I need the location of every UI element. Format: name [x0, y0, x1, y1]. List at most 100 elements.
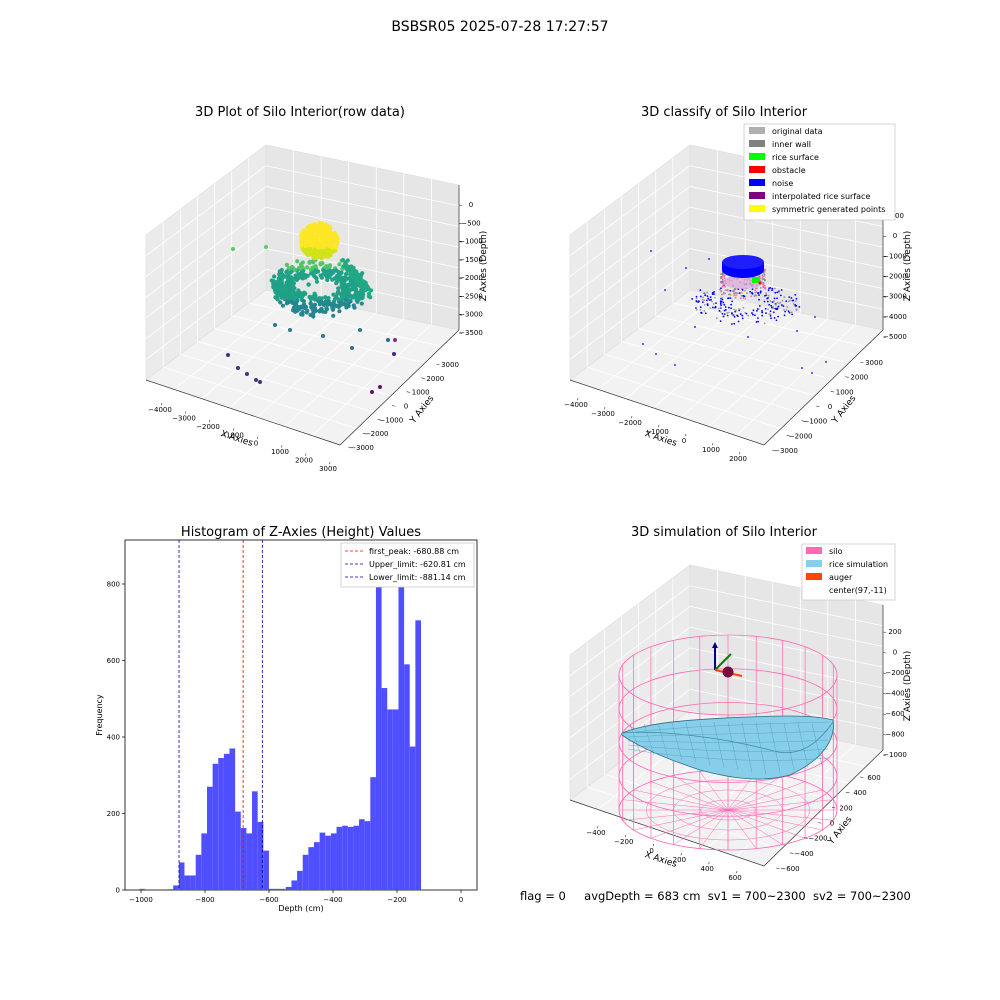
- histogram-bar: [364, 821, 371, 890]
- raw-point: [296, 272, 301, 277]
- status-avg-depth: avgDepth = 683 cm: [584, 889, 701, 903]
- sim-ytick-label: 200: [839, 804, 852, 812]
- sim-xtick-label: 400: [701, 865, 714, 873]
- grid-line: [689, 668, 884, 709]
- auger-y-arrow: [714, 653, 732, 671]
- rice-mesh-line: [685, 722, 697, 763]
- noise-point: [752, 309, 755, 312]
- raw-xtick-tick: [161, 402, 163, 406]
- legend-label: rice surface: [772, 153, 819, 162]
- noise-point: [801, 367, 803, 369]
- raw-point: [299, 294, 305, 300]
- noise-point: [784, 310, 787, 313]
- raw-ztick-tick: [458, 277, 463, 279]
- noise-point: [774, 291, 777, 294]
- raw-point: [337, 262, 342, 267]
- raw-point: [291, 276, 297, 282]
- legend-label: auger: [829, 573, 853, 582]
- x-axis-line: [145, 379, 341, 446]
- rice-mesh-line: [657, 723, 669, 758]
- legend-swatch: [806, 547, 822, 554]
- status-sv2: sv2 = 700~2300: [812, 889, 911, 903]
- noise-point: [729, 293, 732, 296]
- histogram-bar: [218, 758, 224, 890]
- raw-dome-point: [333, 245, 339, 250]
- sim-xtick-tick: [625, 834, 627, 838]
- raw-outlier: [258, 380, 262, 384]
- raw-dome-point: [315, 251, 320, 256]
- noise-point: [774, 307, 777, 310]
- cls-ztick-tick: [882, 256, 887, 258]
- grid-line: [163, 366, 358, 429]
- noise-point: [733, 315, 736, 318]
- noise-point: [722, 301, 725, 304]
- auger-center: [722, 666, 734, 678]
- rice-mesh-line: [627, 730, 829, 738]
- histogram-bar: [347, 826, 354, 890]
- histogram-bar: [246, 833, 253, 890]
- sim-ytick-label: 400: [853, 789, 866, 797]
- cls-xtick-label: 0: [682, 437, 686, 445]
- rice-surface-patch: [752, 277, 760, 283]
- histogram-bar: [359, 819, 365, 890]
- simulation-x-label: X Axies: [643, 850, 678, 870]
- sim-ztick-tick: [882, 713, 887, 715]
- raw-point: [301, 299, 306, 304]
- cls-ztick-tick: [882, 316, 887, 318]
- inner-wall-point: [723, 277, 726, 280]
- noise-point: [781, 299, 784, 302]
- histogram-bar: [178, 862, 185, 890]
- histogram-bar: [229, 748, 236, 890]
- noise-point: [701, 298, 704, 301]
- noise-point: [798, 305, 801, 308]
- noise-point: [766, 300, 769, 303]
- raw-point: [330, 277, 335, 282]
- cls-xtick-tick: [712, 442, 714, 446]
- inner-wall-point: [763, 275, 766, 277]
- noise-point: [719, 306, 722, 309]
- grid-line: [197, 341, 392, 397]
- raw-point: [308, 301, 313, 306]
- noise-point: [761, 314, 764, 317]
- noise-point: [770, 306, 773, 309]
- cls-ztick-label: −3000: [883, 293, 907, 301]
- noise-point: [694, 326, 696, 328]
- cls-ytick-label: −1000: [803, 418, 827, 426]
- noise-point: [767, 308, 769, 311]
- sim-ztick-tick: [882, 754, 887, 756]
- auger-z-head: [712, 642, 718, 648]
- raw-point: [334, 294, 339, 299]
- raw-ytick-label: 3000: [441, 361, 459, 369]
- noise-point: [770, 304, 773, 307]
- histogram-bar: [235, 811, 241, 890]
- noise-point: [759, 291, 762, 294]
- noise-point: [773, 297, 776, 300]
- noise-point: [695, 297, 698, 300]
- noise-point: [763, 300, 766, 303]
- raw-point: [303, 275, 308, 280]
- histogram-y-tick-label: 800: [107, 580, 120, 588]
- grid-line: [265, 206, 460, 248]
- noise-point: [698, 300, 700, 303]
- raw-point: [279, 267, 284, 273]
- raw-point: [350, 273, 355, 278]
- inner-wall-point: [720, 273, 722, 275]
- status-flag: flag = 0: [520, 889, 566, 903]
- sim-ztick-tick: [882, 652, 887, 654]
- raw-xtick-tick: [329, 461, 331, 465]
- noise-point: [776, 297, 778, 300]
- raw-point: [318, 307, 323, 312]
- cls-ztick-tick: [882, 235, 887, 237]
- sim-ztick-tick: [882, 693, 887, 695]
- histogram-bar: [173, 885, 179, 890]
- legend-label: first_peak: -680.88 cm: [369, 547, 459, 556]
- noise-point: [759, 286, 762, 289]
- rice-mesh-line: [811, 723, 823, 766]
- inner-wall-point: [721, 272, 724, 275]
- legend-label: inner wall: [772, 140, 811, 149]
- sim-ztick-tick: [882, 734, 887, 736]
- noise-point: [731, 323, 733, 325]
- panel-classify-3d: 3D classify of Silo Interior −4000−3000−…: [564, 105, 913, 463]
- histogram-bar: [353, 825, 360, 890]
